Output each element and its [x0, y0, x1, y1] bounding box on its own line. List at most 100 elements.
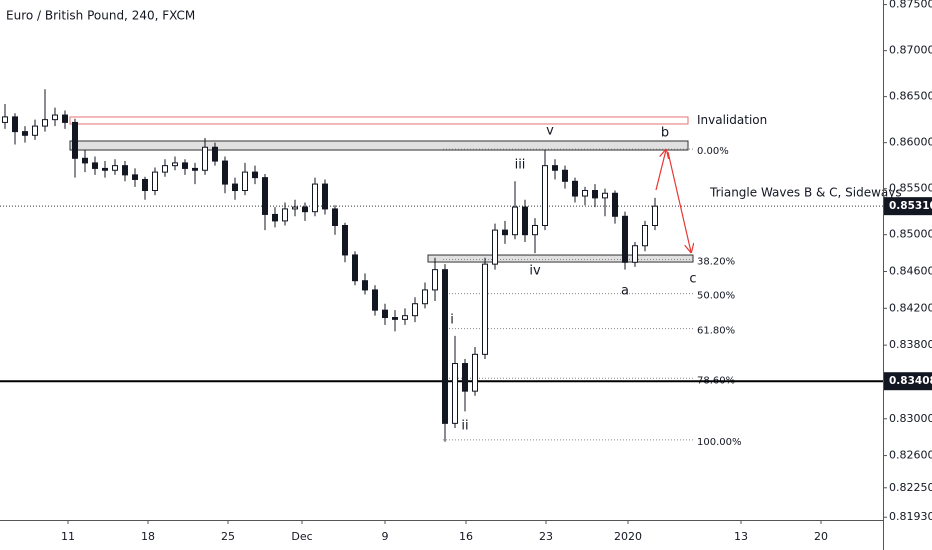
y-tick-label: 0.86000: [889, 136, 932, 149]
x-tick-label: Dec: [291, 530, 312, 543]
candle-body: [472, 353, 478, 392]
candle-body: [242, 171, 248, 192]
candle-body: [312, 183, 318, 213]
candle-body: [92, 162, 98, 169]
candle-body: [292, 206, 298, 210]
candle-body: [652, 205, 658, 226]
fib-label: 61.80%: [697, 326, 735, 337]
annotation: Triangle Waves B & C, Sideways: [709, 186, 902, 200]
y-tick-label: 0.87500: [889, 0, 932, 11]
candle-body: [322, 183, 328, 210]
candle-body: [152, 171, 158, 192]
candle-body: [382, 309, 388, 319]
candle-body: [642, 224, 648, 247]
price-tag-label: 0.83408: [889, 375, 932, 387]
candle-body: [32, 125, 38, 136]
candle-body: [612, 192, 618, 217]
candle-body: [602, 192, 608, 199]
arrow: [655, 150, 666, 191]
wave-label: b: [661, 126, 669, 141]
candle-body: [12, 116, 18, 133]
candle-body: [172, 162, 178, 167]
candle-body: [562, 169, 568, 182]
zone-label: Invalidation: [697, 113, 767, 127]
arrow: [667, 151, 691, 252]
x-tick-label: 9: [382, 530, 389, 543]
candle-body: [442, 269, 448, 424]
candle-body: [482, 263, 488, 355]
candle-body: [402, 315, 408, 320]
candle-body: [22, 131, 28, 136]
candle-body: [52, 114, 58, 121]
candle-body: [392, 317, 398, 320]
zone: [427, 254, 694, 263]
x-tick-label: 18: [141, 530, 155, 543]
x-tick-label: 20: [814, 530, 828, 543]
y-tick-label: 0.86500: [889, 90, 932, 103]
x-tick-label: 13: [734, 530, 748, 543]
y-tick-label: 0.83800: [889, 338, 932, 351]
candle-body: [82, 157, 88, 164]
chart-title: Euro / British Pound, 240, FXCM: [6, 9, 195, 23]
candle-body: [142, 178, 148, 192]
candle-body: [182, 162, 188, 169]
candle-body: [552, 165, 558, 171]
wave-label: iii: [515, 158, 526, 173]
candle-body: [222, 160, 228, 185]
candle-body: [332, 208, 338, 226]
y-tick-label: 0.85000: [889, 228, 932, 241]
candle-body: [42, 119, 48, 127]
candle-body: [252, 171, 258, 179]
wave-label: iv: [529, 264, 541, 279]
candle-body: [302, 206, 308, 213]
price-tag: [884, 372, 932, 391]
y-tick-label: 0.85500: [889, 182, 932, 195]
price-tag: [884, 197, 932, 216]
candle-body: [512, 206, 518, 236]
y-tick-label: 0.81930: [889, 510, 932, 523]
candle-body: [62, 114, 68, 123]
candle-body: [572, 180, 578, 197]
candle-body: [282, 208, 288, 222]
wave-label: v: [546, 124, 554, 139]
candle-body: [122, 165, 128, 176]
candle-body: [112, 165, 118, 171]
candle-body: [422, 289, 428, 305]
candle-body: [522, 206, 528, 236]
candle-body: [592, 190, 598, 199]
candle-body: [372, 289, 378, 311]
x-tick-label: 2020: [614, 530, 642, 543]
candle-body: [502, 229, 508, 236]
candle-body: [352, 254, 358, 282]
zone: [69, 116, 689, 125]
candle-body: [192, 167, 198, 171]
y-tick-label: 0.87000: [889, 44, 932, 57]
y-tick-label: 0.82600: [889, 449, 932, 462]
candle-body: [542, 165, 548, 226]
candle-body: [452, 363, 458, 424]
wave-label: ii: [461, 419, 468, 434]
candle-body: [412, 303, 418, 317]
candle-body: [492, 229, 498, 265]
candle-body: [462, 363, 468, 392]
candle-body: [432, 269, 438, 291]
candle-body: [72, 121, 78, 159]
candle-body: [232, 183, 238, 192]
candle-body: [632, 245, 638, 263]
candle-body: [622, 215, 628, 263]
wave-label: a: [621, 284, 629, 299]
y-tick-label: 0.84600: [889, 265, 932, 278]
fib-label: 38.20%: [697, 257, 735, 268]
zone: [69, 140, 689, 151]
candle-body: [582, 190, 588, 197]
candle-body: [262, 177, 268, 215]
candle-body: [272, 213, 278, 222]
x-tick-label: 25: [221, 530, 235, 543]
candle-body: [132, 174, 138, 180]
x-tick-label: 11: [61, 530, 75, 543]
x-tick-label: 23: [539, 530, 553, 543]
fib-label: 100.00%: [697, 437, 742, 448]
